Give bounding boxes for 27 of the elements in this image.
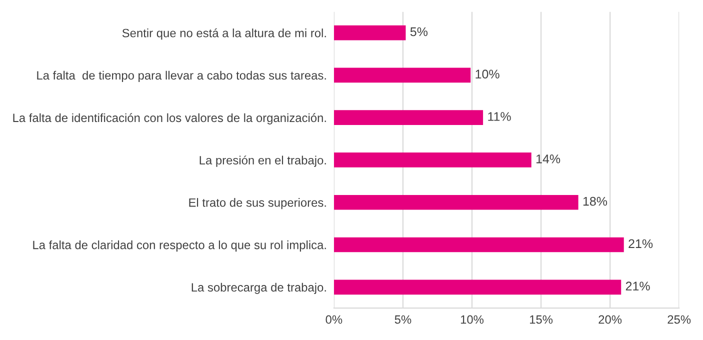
y-tick-label: La sobrecarga de trabajo.: [192, 282, 326, 294]
bar: [334, 152, 532, 168]
y-tick-label: La presión en el trabajo.: [200, 156, 326, 167]
data-label: 21%: [626, 282, 650, 290]
data-label: 14%: [536, 154, 560, 164]
x-tick-label: 5%: [394, 315, 412, 324]
x-tick-label: 0%: [326, 315, 342, 324]
x-tick-label: 10%: [460, 315, 484, 324]
data-label: 11%: [488, 112, 511, 121]
y-tick-label: Sentir que no está a la altura de mi rol.: [122, 28, 326, 40]
bar: [334, 280, 622, 295]
y-tick-label: La falta de claridad con respecto a lo que su rol implica.: [33, 240, 326, 252]
y-tick-label: La falta de tiempo para llevar a cabo todas sus tareas.: [37, 70, 326, 82]
y-tick-label: La falta de identificación con los valores de la organización.: [13, 113, 326, 124]
bar: [334, 237, 624, 252]
data-label: 21%: [628, 239, 653, 248]
bar: [334, 194, 578, 210]
data-label: 10%: [476, 70, 500, 79]
x-tick-label: 25%: [668, 315, 691, 324]
data-label: 5%: [410, 27, 428, 36]
x-tick-label: 20%: [598, 315, 622, 324]
bar: [334, 25, 406, 40]
y-tick-label: El trato de sus superiores.: [189, 198, 326, 210]
x-tick-label: 15%: [530, 315, 553, 324]
bar: [334, 68, 471, 83]
data-label: 18%: [583, 196, 608, 206]
bar: [334, 110, 484, 125]
